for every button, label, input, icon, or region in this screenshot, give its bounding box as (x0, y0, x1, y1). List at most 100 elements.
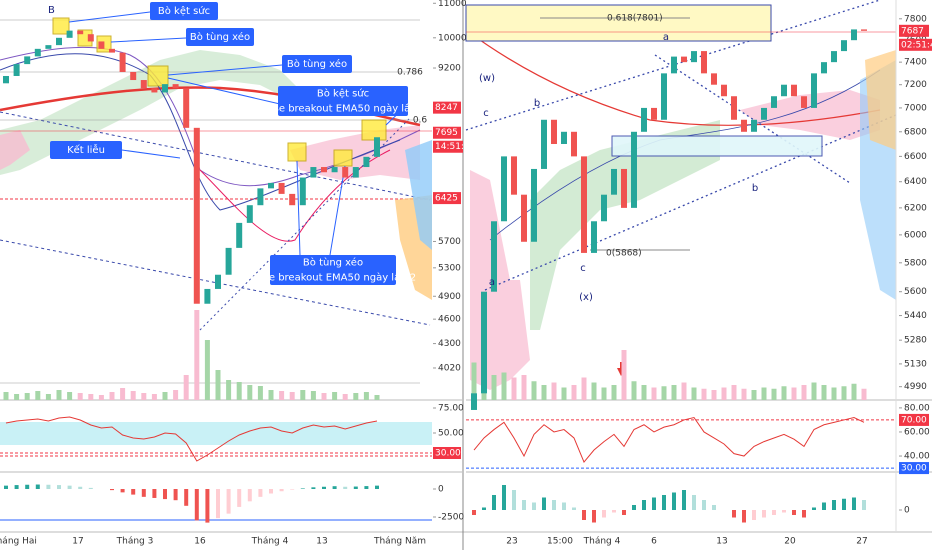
candle (24, 56, 31, 65)
candle (289, 193, 296, 206)
volume-bar (88, 394, 94, 400)
candle (299, 177, 306, 206)
macd-bar (572, 507, 576, 510)
macd-bar (852, 497, 856, 510)
volume-bar (741, 388, 747, 400)
volume-bar (363, 392, 369, 400)
candle (551, 119, 557, 144)
macd-bar (712, 505, 716, 510)
price-tag-bg (433, 101, 461, 114)
macd-bar (184, 489, 189, 506)
x-tick-label: 13 (716, 537, 727, 547)
y-tick-label: 5700 (438, 237, 461, 247)
volume-bar (691, 387, 697, 400)
macd-bar (552, 500, 556, 510)
macd-bar (205, 489, 210, 523)
y-tick-label: 6200 (904, 203, 927, 213)
volume-bar (701, 388, 707, 400)
volume-bar (173, 390, 179, 400)
annotation-text: Kết liễu (67, 143, 105, 156)
candle (172, 84, 179, 89)
candle (761, 107, 767, 120)
volume-bar (35, 391, 41, 400)
candle (491, 221, 497, 292)
y-tick-label: 5300 (438, 263, 461, 273)
macd-bar (131, 489, 136, 495)
macd-bar (332, 486, 337, 490)
volume-bar (811, 382, 817, 400)
macd-bar (472, 510, 476, 515)
wave-label: c (580, 263, 586, 274)
candle (821, 62, 827, 74)
candle (571, 131, 577, 157)
y-tick-label: 4300 (438, 339, 461, 349)
volume-bar (289, 392, 295, 400)
macd-bar (492, 495, 496, 510)
y-tick-label: 4900 (438, 292, 461, 302)
rsi-tag: 70.00 (901, 415, 927, 425)
candle (363, 156, 370, 168)
volume-bar (3, 392, 9, 400)
volume-bar (310, 391, 316, 400)
volume-bar (771, 388, 777, 400)
volume-bar (268, 390, 274, 400)
price-tag: 6425 (435, 194, 458, 204)
x-tick-label: 13 (316, 537, 327, 547)
macd-tick-label: 0 (904, 506, 910, 516)
candle (109, 48, 115, 53)
macd-bar (88, 487, 93, 490)
volume-bar (841, 386, 847, 400)
y-tick-label: 5280 (904, 336, 927, 346)
annotation-text: Bò kệt sức (317, 88, 369, 100)
rsi-tick-label: 80.00 (904, 403, 930, 413)
candle (215, 274, 221, 289)
volume-bar (711, 390, 717, 400)
volume-bar (591, 382, 597, 400)
macd-tick-label: 0 (438, 485, 444, 495)
annotation-box (270, 255, 396, 285)
volume-bar (751, 390, 757, 400)
volume-bar (541, 385, 547, 400)
price-tag: 7695 (435, 128, 458, 138)
macd-bar (602, 510, 606, 518)
macd-bar (4, 485, 8, 490)
fib-label: 0.6 (413, 116, 428, 126)
wave-label: a (489, 277, 495, 288)
macd-bar (702, 500, 706, 510)
macd-bar (582, 510, 586, 520)
candle (531, 168, 537, 242)
volume-bar (551, 382, 557, 400)
right-overlays (462, 0, 932, 550)
macd-bar (562, 502, 566, 510)
volume-bar (194, 310, 200, 400)
macd-bar (632, 505, 636, 510)
volume-bar (374, 395, 380, 400)
x-tick-label: 17 (72, 537, 83, 547)
candle (331, 167, 338, 173)
candle (257, 188, 264, 206)
candle (162, 84, 168, 93)
candle (701, 51, 707, 74)
countdown: 02:51:44 (901, 40, 932, 50)
macd-tick-label: -2500 (438, 513, 464, 523)
rsi-tick-label: 75.00 (438, 404, 464, 414)
x-tick-label: 27 (856, 537, 867, 547)
y-tick-label: 6600 (904, 152, 927, 162)
price-tag-bg (899, 24, 929, 37)
candle (66, 30, 73, 38)
y-tick-label: 9200 (438, 64, 461, 74)
macd-bar (772, 510, 776, 515)
macd-bar (353, 486, 358, 490)
volume-bar (257, 386, 263, 400)
volume-bar (731, 385, 737, 400)
macd-bar (812, 507, 816, 510)
y-tick-label: 5130 (904, 359, 927, 369)
volume-bar (621, 350, 627, 400)
volume-bar (601, 387, 607, 400)
candle (352, 167, 359, 178)
x-tick-label: 23 (506, 537, 517, 547)
macd-bar (862, 500, 866, 510)
candle (641, 107, 647, 132)
volume-bar (791, 387, 797, 400)
volume-bar (611, 385, 617, 400)
